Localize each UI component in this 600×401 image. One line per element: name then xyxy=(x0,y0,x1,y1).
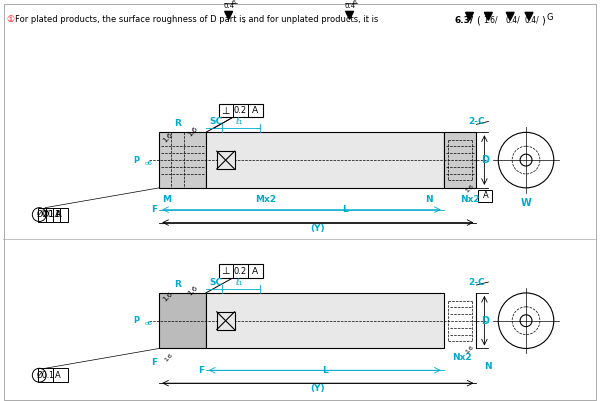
Bar xyxy=(219,264,263,278)
Bar xyxy=(217,312,235,330)
Text: d6: d6 xyxy=(145,321,152,326)
Text: A: A xyxy=(482,191,488,200)
Text: F: F xyxy=(151,205,157,214)
Text: F: F xyxy=(198,366,204,375)
Text: 0.4/: 0.4/ xyxy=(524,15,539,24)
Text: N: N xyxy=(484,362,492,371)
Text: Mx2: Mx2 xyxy=(255,195,276,204)
Polygon shape xyxy=(466,12,473,20)
Text: (: ( xyxy=(476,15,481,25)
Text: 0.2: 0.2 xyxy=(234,106,247,115)
Text: For plated products, the surface roughness of D part is: For plated products, the surface roughne… xyxy=(16,15,247,24)
Bar xyxy=(444,132,476,188)
Bar xyxy=(159,293,206,348)
Text: A: A xyxy=(55,371,61,380)
Text: 1.6: 1.6 xyxy=(163,352,173,363)
Text: A: A xyxy=(253,267,259,275)
Bar xyxy=(217,151,235,169)
Text: ⊥: ⊥ xyxy=(221,105,230,115)
Text: F: F xyxy=(151,358,157,367)
Text: L: L xyxy=(342,205,347,214)
Bar xyxy=(159,132,206,188)
Text: Ø0.1: Ø0.1 xyxy=(36,371,54,380)
Text: 6.3/: 6.3/ xyxy=(455,15,474,24)
Text: A: A xyxy=(56,210,62,219)
Text: 1.6: 1.6 xyxy=(464,344,475,354)
Text: 0.4: 0.4 xyxy=(344,3,355,9)
Text: Ø0.1: Ø0.1 xyxy=(36,210,54,219)
Text: G: G xyxy=(547,13,553,22)
Text: .: . xyxy=(364,15,367,24)
Text: ℓ₁: ℓ₁ xyxy=(236,117,243,126)
Bar xyxy=(46,208,60,222)
Bar xyxy=(478,190,493,202)
Text: W: W xyxy=(521,198,532,208)
Bar xyxy=(38,208,68,222)
Text: L: L xyxy=(322,366,328,375)
Text: 1.6/: 1.6/ xyxy=(484,15,498,24)
Text: (Y): (Y) xyxy=(311,384,325,393)
Text: 0.4/: 0.4/ xyxy=(505,15,520,24)
Text: D: D xyxy=(481,316,490,326)
Text: 6: 6 xyxy=(232,0,235,6)
Text: M: M xyxy=(162,195,171,204)
Bar xyxy=(206,293,444,348)
Text: ①: ① xyxy=(7,15,14,24)
Text: 1.6: 1.6 xyxy=(162,131,174,144)
Bar xyxy=(206,132,444,188)
Text: d6: d6 xyxy=(145,160,152,166)
Polygon shape xyxy=(525,12,533,20)
Polygon shape xyxy=(346,11,353,19)
Polygon shape xyxy=(506,12,514,20)
Text: P: P xyxy=(133,316,139,325)
Text: 6: 6 xyxy=(353,0,356,6)
Text: 1.6: 1.6 xyxy=(464,183,475,194)
Text: R: R xyxy=(173,279,181,288)
Text: 0.2: 0.2 xyxy=(234,267,247,275)
Text: SC: SC xyxy=(210,277,223,287)
Text: SC: SC xyxy=(210,117,223,126)
Text: D: D xyxy=(481,155,490,165)
Text: 2-C: 2-C xyxy=(469,277,485,287)
Polygon shape xyxy=(484,12,493,20)
Text: 1.6: 1.6 xyxy=(187,285,199,297)
Text: A: A xyxy=(253,106,259,115)
Text: P: P xyxy=(133,156,139,164)
Text: Nx2: Nx2 xyxy=(461,195,480,204)
Polygon shape xyxy=(224,11,233,19)
Text: (Y): (Y) xyxy=(311,223,325,233)
Text: 1.6: 1.6 xyxy=(187,125,199,138)
Text: N: N xyxy=(425,195,433,204)
Text: 0.4: 0.4 xyxy=(223,3,234,9)
Text: A: A xyxy=(55,210,61,219)
Text: ; and for unplated products, it is: ; and for unplated products, it is xyxy=(244,15,379,24)
Text: Ø0.1: Ø0.1 xyxy=(42,210,60,219)
Text: ⊥: ⊥ xyxy=(221,266,230,276)
Text: ): ) xyxy=(541,15,545,25)
Text: ℓ₁: ℓ₁ xyxy=(236,277,243,287)
Text: 1.6: 1.6 xyxy=(162,291,174,303)
Bar xyxy=(219,103,263,117)
Text: Nx2: Nx2 xyxy=(452,353,472,362)
Text: 2-C: 2-C xyxy=(469,117,485,126)
Text: R: R xyxy=(173,119,181,128)
Bar xyxy=(38,368,68,382)
